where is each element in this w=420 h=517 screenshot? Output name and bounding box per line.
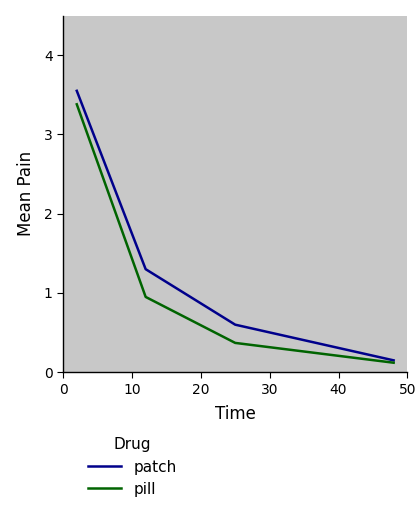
- Y-axis label: Mean Pain: Mean Pain: [17, 151, 35, 236]
- pill: [143, 294, 148, 300]
- pill: [391, 360, 396, 366]
- Legend: patch, pill: patch, pill: [88, 437, 177, 497]
- X-axis label: Time: Time: [215, 405, 256, 423]
- pill: [233, 340, 238, 346]
- Line: patch: patch: [77, 91, 394, 360]
- patch: [143, 266, 148, 272]
- pill: [74, 101, 79, 108]
- patch: [233, 322, 238, 328]
- patch: [391, 357, 396, 363]
- patch: [74, 88, 79, 94]
- Line: pill: pill: [77, 104, 394, 363]
